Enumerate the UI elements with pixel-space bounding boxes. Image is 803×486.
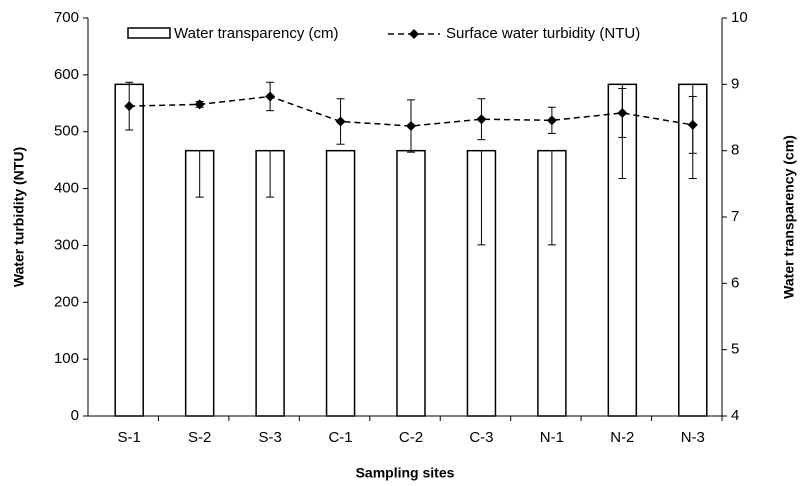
y2-tick-label: 6	[731, 274, 739, 291]
legend-label: Water transparency (cm)	[174, 25, 338, 42]
marker	[124, 101, 135, 112]
marker	[265, 91, 276, 102]
x-tick-label: C-1	[328, 429, 352, 446]
legend-marker	[409, 29, 419, 39]
bar	[114, 83, 144, 417]
marker	[476, 114, 487, 125]
x-tick-label: S-2	[188, 429, 211, 446]
marker	[335, 116, 346, 127]
y-tick-label: 600	[54, 66, 79, 83]
marker	[546, 115, 557, 126]
y2-tick-label: 9	[731, 75, 739, 92]
x-tick-label: S-3	[258, 429, 281, 446]
y2-tick-label: 5	[731, 341, 739, 358]
marker	[617, 107, 628, 118]
x-tick-label: S-1	[118, 429, 141, 446]
bar	[396, 149, 426, 417]
y-tick-label: 700	[54, 9, 79, 26]
line	[129, 95, 693, 127]
x-tick-label: C-3	[469, 429, 493, 446]
bar	[325, 149, 356, 417]
y-tick-label: 100	[54, 350, 79, 367]
y2-tick-label: 8	[731, 142, 739, 159]
marker	[687, 119, 698, 130]
y-tick-label: 300	[54, 236, 79, 253]
x-tick-label: N-3	[681, 429, 705, 446]
y2-tick-label: 4	[731, 407, 739, 424]
y-tick-label: 200	[54, 293, 79, 310]
marker	[406, 121, 416, 132]
y-tick-label: 400	[54, 180, 79, 197]
x-axis-title: Sampling sites	[356, 465, 455, 481]
y2-tick-label: 10	[731, 9, 748, 26]
y-tick-label: 0	[71, 407, 79, 424]
y-tick-label: 500	[54, 123, 79, 140]
x-tick-label: C-2	[399, 429, 423, 446]
y2-tick-label: 7	[731, 208, 739, 225]
y-axis-title: Water turbidity (NTU)	[11, 147, 27, 287]
x-tick-label: N-1	[540, 429, 564, 446]
bar	[537, 149, 567, 417]
marker	[194, 99, 205, 110]
legend-swatch	[127, 27, 171, 39]
y2-axis-title: Water transparency (cm)	[781, 135, 797, 299]
legend-label: Surface water turbidity (NTU)	[446, 25, 640, 42]
x-tick-label: N-2	[610, 429, 634, 446]
